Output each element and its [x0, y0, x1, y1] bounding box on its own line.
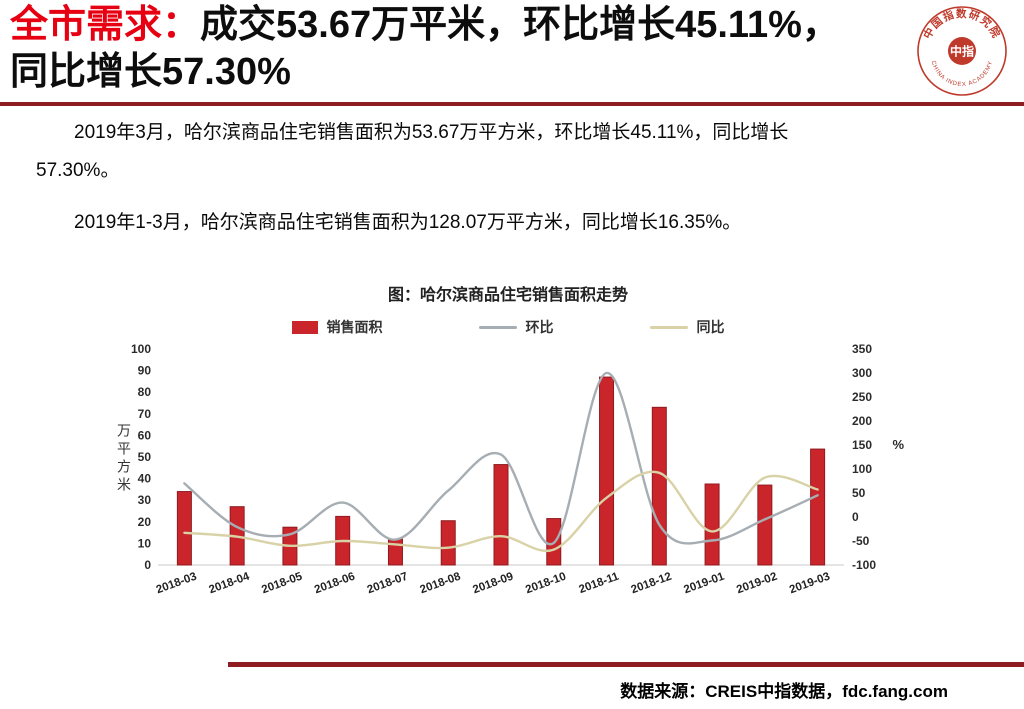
svg-text:2018-12: 2018-12 — [630, 571, 674, 597]
body-text: 2019年3月，哈尔滨商品住宅销售面积为53.67万平方米，环比增长45.11%… — [36, 114, 978, 242]
svg-text:-50: -50 — [852, 534, 870, 548]
svg-text:10: 10 — [138, 536, 152, 550]
svg-text:-100: -100 — [852, 558, 876, 572]
svg-text:100: 100 — [852, 462, 872, 476]
svg-text:70: 70 — [138, 407, 152, 421]
svg-text:2019-02: 2019-02 — [735, 571, 779, 597]
svg-text:2018-08: 2018-08 — [418, 570, 462, 596]
svg-text:%: % — [892, 437, 904, 452]
svg-text:150: 150 — [852, 438, 872, 452]
svg-text:60: 60 — [138, 428, 152, 442]
paragraph-1-line-2: 57.30%。 — [36, 160, 120, 181]
legend-label-yoy: 同比 — [696, 319, 725, 335]
paragraph-1: 2019年3月，哈尔滨商品住宅销售面积为53.67万平方米，环比增长45.11%… — [36, 114, 978, 190]
svg-text:80: 80 — [138, 385, 152, 399]
legend-bar-marker — [291, 320, 318, 334]
svg-text:100: 100 — [131, 342, 151, 356]
svg-text:90: 90 — [138, 364, 152, 378]
title-line-2: 同比增长57.30% — [10, 51, 291, 94]
svg-text:20: 20 — [138, 515, 152, 529]
title-rest-line1: 成交53.67万平米，环比增长45.11%， — [200, 4, 840, 46]
paragraph-1-line-1: 2019年3月，哈尔滨商品住宅销售面积为53.67万平方米，环比增长45.11%… — [74, 122, 789, 143]
title-highlight: 全市需求： — [10, 4, 201, 46]
svg-text:30: 30 — [138, 493, 152, 507]
legend-line-marker-mom — [478, 325, 517, 329]
chart-legend: 销售面积 环比 同比 — [108, 317, 908, 337]
trend-chart: 0 10 20 30 40 50 60 70 80 90 100 -100 -50 0 50 100 150 20… — [131, 342, 904, 597]
svg-text:2019-01: 2019-01 — [682, 570, 726, 596]
page-title: 全市需求：成交53.67万平米，环比增长45.11%， 同比增长57.30% — [10, 2, 910, 96]
logo-seal-text: 中指 — [950, 44, 974, 59]
legend-line-marker-yoy — [649, 325, 688, 329]
legend-item-sales-area: 销售面积 — [291, 317, 383, 337]
svg-text:2018-05: 2018-05 — [260, 570, 304, 596]
svg-text:2018-09: 2018-09 — [471, 571, 515, 597]
svg-text:40: 40 — [138, 472, 152, 486]
svg-text:0: 0 — [144, 558, 151, 572]
svg-text:2018-03: 2018-03 — [155, 571, 199, 597]
svg-text:300: 300 — [852, 366, 872, 380]
svg-text:0: 0 — [852, 510, 859, 524]
chart-title: 图：哈尔滨商品住宅销售面积走势 — [387, 287, 628, 304]
title-line-1: 全市需求：成交53.67万平米，环比增长45.11%， — [10, 2, 910, 49]
svg-text:200: 200 — [852, 414, 872, 428]
svg-text:2018-06: 2018-06 — [313, 571, 357, 597]
logo-seal-circle — [948, 37, 976, 65]
svg-text:2018-07: 2018-07 — [366, 571, 410, 597]
svg-text:2018-10: 2018-10 — [524, 571, 568, 597]
svg-text:50: 50 — [852, 486, 866, 500]
data-source: 数据来源：CREIS中指数据，fdc.fang.com — [620, 682, 948, 701]
left-axis-unit-label: 万平方米 — [116, 423, 132, 495]
legend-item-mom: 环比 — [478, 317, 554, 337]
legend-label-mom: 环比 — [525, 319, 554, 335]
svg-text:50: 50 — [138, 450, 152, 464]
paragraph-2-line-1: 2019年1-3月，哈尔滨商品住宅销售面积为128.07万平方米，同比增长16.… — [74, 212, 742, 233]
svg-text:2019-03: 2019-03 — [788, 571, 832, 597]
chart-section: 图：哈尔滨商品住宅销售面积走势 销售面积 环比 同比 万平方米 0 10 20 30 4… — [108, 281, 908, 611]
legend-label-sales-area: 销售面积 — [326, 319, 383, 335]
footer-divider — [228, 662, 1024, 667]
legend-item-yoy: 同比 — [649, 317, 725, 337]
china-index-academy-logo: 中国指数研究院 CHINA INDEX ACADEMY 中指 — [916, 5, 1008, 97]
svg-text:2018-04: 2018-04 — [207, 570, 251, 596]
paragraph-2: 2019年1-3月，哈尔滨商品住宅销售面积为128.07万平方米，同比增长16.… — [36, 204, 978, 242]
header-divider — [0, 102, 1024, 106]
svg-text:250: 250 — [852, 390, 872, 404]
svg-text:350: 350 — [852, 342, 872, 356]
svg-text:2018-11: 2018-11 — [577, 570, 621, 596]
